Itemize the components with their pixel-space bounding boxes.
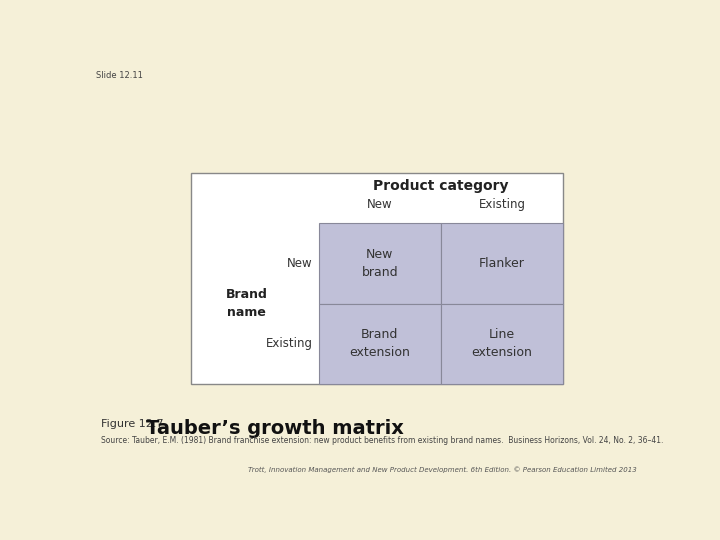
Bar bbox=[319, 303, 441, 384]
Bar bbox=[441, 303, 563, 384]
Text: Slide 12.11: Slide 12.11 bbox=[96, 71, 143, 80]
Text: Trott, Innovation Management and New Product Development. 6th Edition. © Pearson: Trott, Innovation Management and New Pro… bbox=[248, 466, 637, 473]
Text: Source: Tauber, E.M. (1981) Brand franchise extension: new product benefits from: Source: Tauber, E.M. (1981) Brand franch… bbox=[101, 436, 663, 445]
Text: Flanker: Flanker bbox=[479, 256, 525, 269]
Text: Tauber’s growth matrix: Tauber’s growth matrix bbox=[145, 419, 404, 438]
Text: Brand
name: Brand name bbox=[226, 288, 268, 319]
Bar bbox=[319, 222, 441, 303]
Text: Brand
extension: Brand extension bbox=[349, 328, 410, 360]
Bar bbox=[191, 173, 563, 384]
Text: Existing: Existing bbox=[478, 198, 526, 212]
Text: New
brand: New brand bbox=[361, 247, 398, 279]
Text: Figure 12.7: Figure 12.7 bbox=[101, 419, 163, 429]
Text: Product category: Product category bbox=[373, 179, 508, 193]
Text: Line
extension: Line extension bbox=[472, 328, 532, 360]
Text: New: New bbox=[367, 198, 392, 212]
Text: New: New bbox=[287, 256, 312, 269]
Text: Existing: Existing bbox=[266, 338, 312, 350]
Bar bbox=[441, 222, 563, 303]
